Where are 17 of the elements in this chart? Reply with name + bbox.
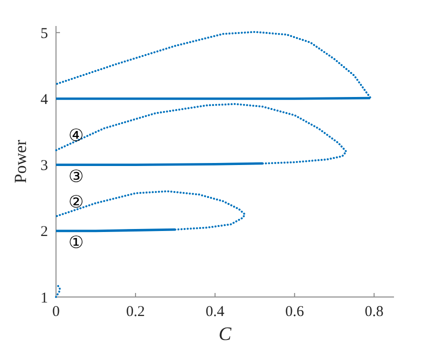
annotation: ① (68, 232, 84, 252)
x-axis-title: C (218, 324, 232, 345)
y-tick-label: 5 (40, 26, 48, 42)
y-axis-title: Power (11, 139, 30, 184)
x-tick-label: 0.8 (364, 304, 384, 320)
y-tick-label: 2 (40, 224, 48, 240)
annotation: ③ (68, 166, 84, 186)
y-tick-label: 1 (40, 290, 48, 306)
x-tick-label: 0 (52, 304, 60, 320)
y-tick-label: 4 (40, 92, 48, 108)
x-tick-label: 0.4 (206, 304, 225, 320)
line-series (55, 284, 61, 298)
annotation: ④ (68, 126, 84, 146)
y-tick-label: 3 (40, 158, 48, 174)
x-tick-label: 0.2 (126, 304, 145, 320)
annotation: ② (68, 192, 84, 212)
x-tick-label: 0.6 (285, 304, 304, 320)
